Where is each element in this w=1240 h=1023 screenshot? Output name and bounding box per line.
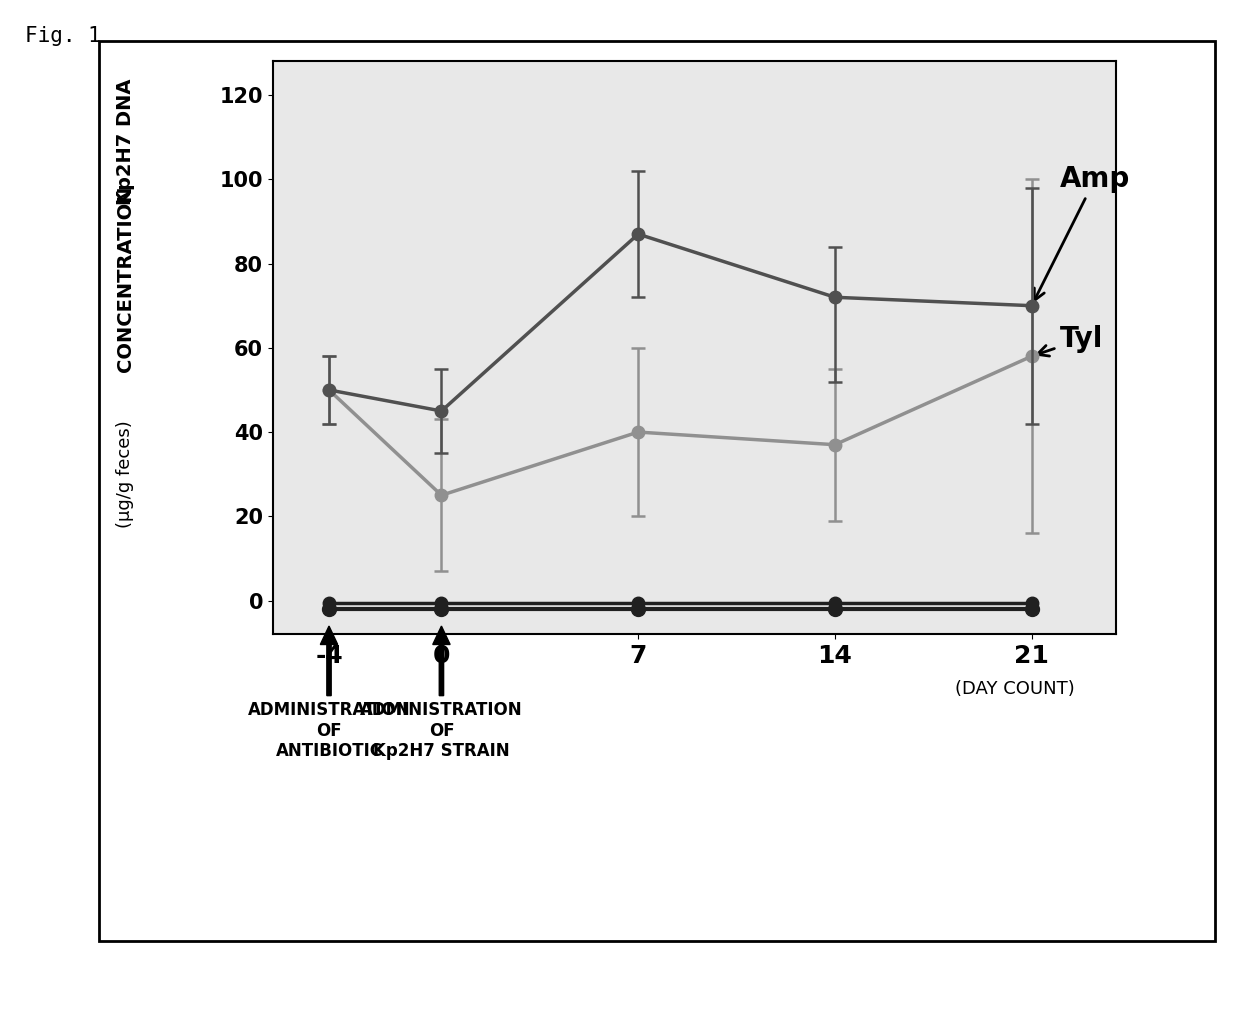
Text: Kp2H7 DNA: Kp2H7 DNA <box>115 79 135 205</box>
Text: (μg/g feces): (μg/g feces) <box>117 420 134 528</box>
Text: Tyl: Tyl <box>1037 325 1104 356</box>
Text: (DAY COUNT): (DAY COUNT) <box>955 680 1075 698</box>
Text: ADMINISTRATION
OF
ANTIBIOTIC: ADMINISTRATION OF ANTIBIOTIC <box>248 701 410 760</box>
Text: ADMINISTRATION
OF
Kp2H7 STRAIN: ADMINISTRATION OF Kp2H7 STRAIN <box>360 701 523 760</box>
Text: CONCENTRATION: CONCENTRATION <box>115 186 135 372</box>
Text: Amp: Amp <box>1034 166 1130 301</box>
Text: Fig. 1: Fig. 1 <box>25 26 100 46</box>
